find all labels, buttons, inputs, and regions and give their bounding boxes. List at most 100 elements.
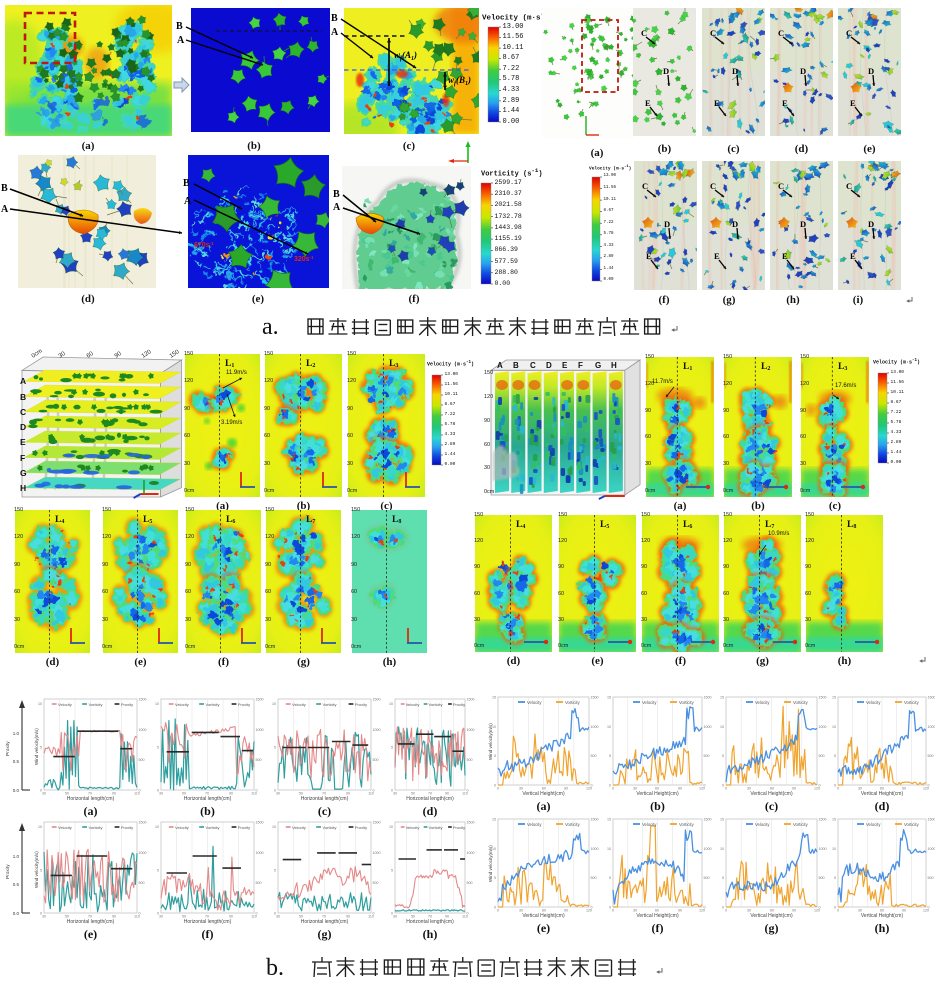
svg-text:0cm: 0cm <box>484 489 495 495</box>
svg-text:E: E <box>714 98 720 108</box>
svg-text:10: 10 <box>155 825 159 829</box>
svg-text:5: 5 <box>609 754 611 758</box>
svg-text:500: 500 <box>139 758 145 762</box>
svg-text:0: 0 <box>373 789 375 793</box>
svg-text:90: 90 <box>112 915 116 919</box>
svg-text:G: G <box>20 468 27 478</box>
svg-text:120: 120 <box>141 349 153 360</box>
svg-text:0: 0 <box>256 789 258 793</box>
svg-text:1500: 1500 <box>139 698 147 702</box>
svg-text:Velocity: Velocity <box>406 702 420 707</box>
svg-text:50: 50 <box>299 792 303 796</box>
svg-text:110: 110 <box>134 792 140 796</box>
svg-text:1500: 1500 <box>591 696 599 700</box>
svg-text:90: 90 <box>346 792 350 796</box>
svg-text:D: D <box>732 219 738 229</box>
svg-text:1500: 1500 <box>467 821 475 825</box>
svg-text:110: 110 <box>251 915 257 919</box>
svg-text:1500: 1500 <box>373 821 381 825</box>
svg-text:110: 110 <box>462 792 468 796</box>
svg-text:110: 110 <box>368 915 374 919</box>
svg-text:1000: 1000 <box>139 851 147 855</box>
svg-text:320s-1: 320s-1 <box>294 255 314 263</box>
svg-text:10: 10 <box>38 702 42 706</box>
svg-text:Velocity: Velocity <box>406 825 420 830</box>
svg-text:90: 90 <box>229 792 233 796</box>
svg-text:60: 60 <box>484 442 490 448</box>
svg-text:1500: 1500 <box>256 821 264 825</box>
svg-text:L5: L5 <box>143 515 152 525</box>
svg-text:3.19m/s: 3.19m/s <box>221 420 242 426</box>
svg-text:0: 0 <box>612 787 614 791</box>
svg-text:L1: L1 <box>683 362 692 372</box>
svg-text:1000: 1000 <box>373 851 381 855</box>
svg-text:5: 5 <box>40 868 42 872</box>
svg-text:90: 90 <box>678 787 682 791</box>
svg-text:D: D <box>20 422 26 432</box>
svg-text:5: 5 <box>494 754 496 758</box>
svg-text:5: 5 <box>157 745 159 749</box>
svg-text:1500: 1500 <box>467 698 475 702</box>
svg-text:5: 5 <box>157 868 159 872</box>
svg-text:C: C <box>846 28 852 38</box>
svg-text:Velocity: Velocity <box>292 825 306 830</box>
svg-text:D: D <box>868 219 874 229</box>
svg-text:90: 90 <box>114 351 123 360</box>
svg-text:E: E <box>562 361 568 370</box>
svg-text:30: 30 <box>484 465 490 471</box>
svg-text:500: 500 <box>373 881 379 885</box>
svg-text:5: 5 <box>391 745 393 749</box>
svg-text:1000: 1000 <box>704 725 712 729</box>
svg-text:Vorticity: Vorticity <box>89 702 103 707</box>
svg-text:500: 500 <box>373 758 379 762</box>
svg-text:L6: L6 <box>226 515 235 525</box>
svg-text:0: 0 <box>139 789 141 793</box>
svg-text:L4: L4 <box>55 515 64 525</box>
svg-text:D: D <box>800 66 806 76</box>
svg-text:C: C <box>530 361 536 370</box>
svg-text:5: 5 <box>274 745 276 749</box>
svg-text:Vorticity: Vorticity <box>206 825 220 830</box>
svg-text:Vorticity: Vorticity <box>565 700 581 705</box>
svg-text:0: 0 <box>40 789 42 793</box>
svg-text:A: A <box>497 361 503 370</box>
svg-text:1500: 1500 <box>704 696 712 700</box>
svg-text:10: 10 <box>272 702 276 706</box>
svg-text:0: 0 <box>467 789 469 793</box>
svg-text:30: 30 <box>276 915 280 919</box>
svg-text:90: 90 <box>112 792 116 796</box>
svg-text:0: 0 <box>467 912 469 916</box>
svg-text:Velocity: Velocity <box>642 700 657 705</box>
svg-text:D: D <box>800 219 806 229</box>
svg-text:1000: 1000 <box>256 851 264 855</box>
svg-text:5: 5 <box>40 745 42 749</box>
svg-text:500: 500 <box>467 881 473 885</box>
svg-text:Velocity: Velocity <box>175 702 189 707</box>
svg-text:E: E <box>645 98 651 108</box>
svg-text:0: 0 <box>40 912 42 916</box>
svg-text:11.7m/s: 11.7m/s <box>652 379 673 385</box>
svg-text:1000: 1000 <box>591 725 599 729</box>
svg-text:Proxity: Proxity <box>238 825 250 830</box>
svg-text:E: E <box>20 437 26 447</box>
svg-text:1000: 1000 <box>467 728 475 732</box>
svg-text:L3: L3 <box>838 362 847 372</box>
svg-text:1000: 1000 <box>467 851 475 855</box>
svg-text:150: 150 <box>484 370 493 376</box>
svg-text:0.0: 0.0 <box>13 788 20 793</box>
svg-text:0: 0 <box>494 784 496 788</box>
svg-text:L3: L3 <box>389 359 398 369</box>
svg-text:F: F <box>20 453 25 463</box>
svg-text:H: H <box>20 483 26 493</box>
svg-text:17.6m/s: 17.6m/s <box>835 383 856 389</box>
svg-text:30: 30 <box>393 915 397 919</box>
svg-text:0.5: 0.5 <box>13 882 20 887</box>
svg-text:E: E <box>782 98 788 108</box>
svg-text:0: 0 <box>591 784 593 788</box>
svg-text:30: 30 <box>58 351 67 360</box>
svg-text:0.0: 0.0 <box>13 911 20 916</box>
svg-text:0: 0 <box>391 789 393 793</box>
svg-text:C: C <box>778 181 784 191</box>
svg-text:B: B <box>513 361 519 370</box>
svg-text:C: C <box>846 181 852 191</box>
